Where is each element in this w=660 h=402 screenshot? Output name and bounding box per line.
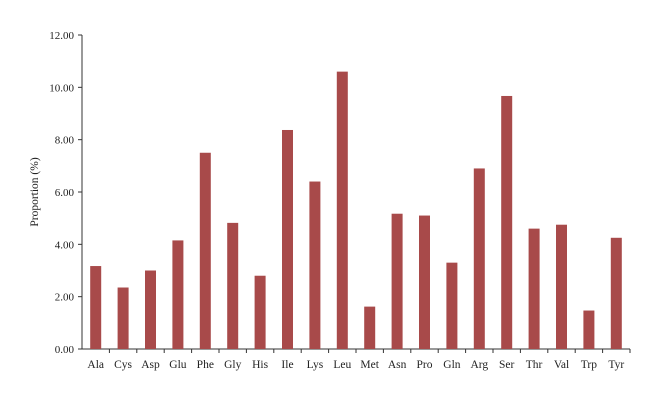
x-tick-label: Cys [114, 359, 132, 371]
y-tick-label: 10.00 [49, 82, 74, 94]
bar-met [364, 306, 376, 349]
x-tick-label: Ser [499, 359, 515, 371]
bar-ile [282, 129, 293, 349]
x-tick-label: Gly [224, 359, 242, 371]
bar-trp [583, 310, 595, 349]
bar-leu [336, 71, 348, 349]
y-axis: 0.00 2.00 4.00 6.00 8.00 10.00 12.00 [49, 30, 83, 356]
x-tick-label: Arg [470, 359, 488, 371]
bar-ala [90, 266, 102, 349]
bar-pro [419, 215, 430, 349]
y-tick-label: 0.00 [55, 344, 75, 356]
bar-arg [473, 168, 485, 349]
x-tick-label: Pro [417, 359, 433, 371]
y-tick-label: 6.00 [55, 187, 75, 199]
bar-gln [446, 262, 458, 349]
x-tick-label: Trp [581, 359, 597, 371]
x-tick-label: Tyr [608, 359, 624, 371]
x-tick-label: Ala [87, 359, 104, 371]
x-tick-label: Lys [307, 359, 324, 371]
x-tick-label: Leu [333, 359, 351, 371]
x-tick-label: Asp [141, 359, 160, 371]
y-tick-label: 8.00 [55, 135, 75, 147]
bar-val [556, 224, 567, 349]
y-tick-label: 2.00 [55, 292, 75, 304]
x-tick-label: Thr [526, 359, 543, 371]
x-tick-label: Phe [197, 359, 214, 371]
x-axis: Ala Cys Asp Glu Phe Gly His Ile Lys Leu Met Asn Pro G… [82, 348, 631, 371]
bar-his [254, 275, 266, 349]
x-tick-label: Met [360, 359, 379, 371]
bar-asp [145, 270, 156, 349]
bar-glu [172, 240, 184, 349]
x-tick-label: His [252, 359, 269, 371]
y-axis-title: Proportion (%) [29, 157, 41, 226]
x-tick-label: Gln [443, 359, 461, 371]
bar-ser [501, 95, 513, 350]
x-tick-label: Ile [281, 359, 293, 371]
bar-thr [528, 228, 540, 349]
y-tick-label: 12.00 [49, 30, 74, 42]
x-tick-label: Val [554, 359, 569, 371]
y-tick-label: 4.00 [55, 239, 75, 251]
bar-asn [391, 213, 403, 349]
x-tick-label: Asn [388, 359, 407, 371]
bar-phe [199, 152, 211, 349]
bar-tyr [610, 237, 622, 349]
bar-lys [309, 181, 321, 349]
bars [90, 71, 622, 350]
bar-cys [117, 287, 129, 349]
bar-gly [227, 222, 239, 349]
x-tick-label: Glu [169, 359, 187, 371]
